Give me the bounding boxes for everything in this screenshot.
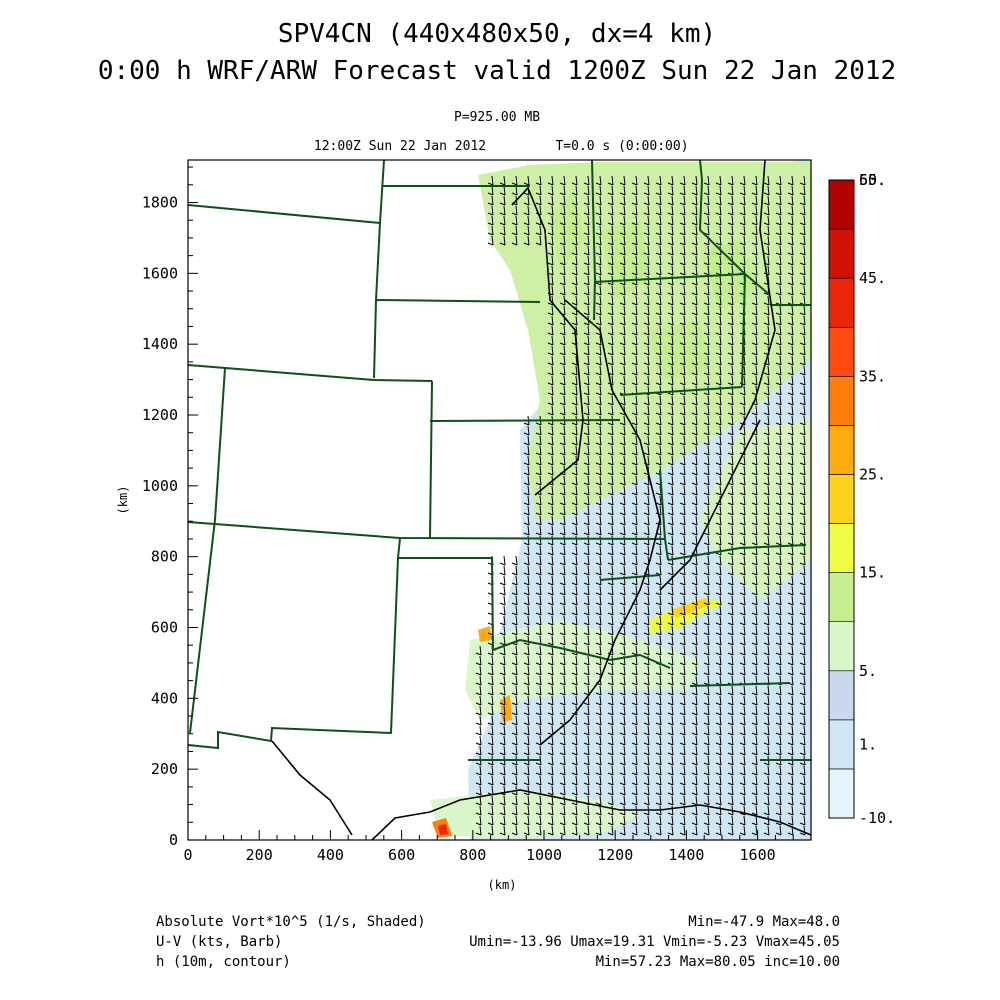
x-axis-label: (km)	[488, 878, 517, 892]
boundary-line	[659, 469, 669, 561]
colorbar-label: 45.	[859, 269, 886, 287]
vorticity-lightgreen-region-south	[465, 620, 700, 720]
colorbar-label: 1.	[859, 735, 877, 753]
y-tick-label: 1000	[142, 477, 178, 495]
boundary-line	[591, 160, 597, 321]
footer-stats-3: Min=57.23 Max=80.05 inc=10.00	[596, 954, 840, 970]
boundary-line	[619, 386, 743, 396]
boundary-line	[375, 299, 541, 303]
footer-field-1: Absolute Vort*10^5 (1/s, Shaded)	[156, 914, 426, 930]
colorbar-swatch	[828, 670, 855, 721]
colorbar-swatch	[828, 621, 855, 672]
y-tick-label: 0	[169, 831, 178, 849]
colorbar-swatch	[828, 376, 855, 426]
x-tick-label: 1600	[740, 846, 776, 864]
ohio-river	[659, 419, 761, 591]
y-tick-label: 800	[151, 548, 178, 566]
boundary-line	[698, 160, 746, 275]
colorbar-swatch	[828, 228, 855, 279]
boundary-line	[188, 557, 399, 750]
footer-stats-2: Umin=-13.96 Umax=19.31 Vmin=-5.23 Vmax=4…	[469, 934, 840, 950]
y-tick-label: 400	[151, 689, 178, 707]
x-tick-label: 600	[388, 846, 415, 864]
colorbar-swatch	[828, 719, 855, 770]
colorbar-swatch	[828, 523, 855, 573]
x-tick-label: 1400	[668, 846, 704, 864]
x-tick-label: 1000	[526, 846, 562, 864]
colorbar-swatch	[828, 572, 855, 622]
x-tick-label: 400	[317, 846, 344, 864]
x-tick-label: 800	[459, 846, 486, 864]
boundary-line	[429, 380, 433, 539]
colorbar-swatch	[828, 425, 855, 475]
axes: 0 200 400 600 800 1000 1200 1400 1600 0 200 400 600 8…	[142, 166, 794, 864]
footer-left: Absolute Vort*10^5 (1/s, Shaded) U-V (kt…	[156, 914, 426, 970]
y-tick-label: 1600	[142, 264, 178, 282]
colorbar-swatch	[828, 179, 855, 230]
missouri-river	[511, 186, 584, 496]
colorbar-label: -10.	[859, 809, 895, 827]
barb-field	[475, 175, 806, 836]
y-tick-label: 600	[151, 619, 178, 637]
boundary-line	[188, 364, 433, 382]
boundary-line	[396, 537, 494, 651]
colorbar-frame	[828, 179, 855, 819]
mississippi-river	[539, 299, 661, 746]
colorbar: -10. 1. 5. 15. 25. 35. 45. 55.60.	[828, 171, 895, 827]
colorbar-swatch	[828, 474, 855, 524]
vorticity-orange-patch-1	[478, 626, 492, 642]
y-tick-label: 1200	[142, 406, 178, 424]
boundary-line	[429, 419, 621, 422]
boundary-line	[379, 160, 385, 224]
boundary-line	[189, 519, 216, 734]
colorbar-swatch	[828, 277, 855, 328]
valid-time: 12:00Z Sun 22 Jan 2012	[314, 139, 486, 154]
y-tick-label: 1800	[142, 194, 178, 212]
pressure-level: P=925.00 MB	[454, 110, 540, 125]
x-tick-label: 1200	[597, 846, 633, 864]
x-tick-label: 200	[246, 846, 273, 864]
vorticity-lightgreen-region-east	[700, 420, 811, 600]
boundary-line	[492, 638, 671, 669]
y-tick-label: 200	[151, 760, 178, 778]
colorbar-label: 35.	[859, 367, 886, 385]
rio-grande	[271, 740, 353, 836]
model-time: T=0.0 s (0:00:00)	[555, 139, 688, 154]
plot-area	[188, 160, 811, 840]
east-river	[739, 160, 776, 431]
gulf-coastline	[371, 789, 811, 840]
colorbar-label: 55.	[859, 171, 886, 189]
boundary-line	[599, 574, 661, 581]
vorticity-green-streak-4	[650, 320, 710, 380]
colorbar-label: 15.	[859, 564, 886, 582]
vorticity-shading	[430, 160, 811, 840]
vorticity-lightgreen-region-coast	[430, 790, 640, 838]
colorbar-label: 5.	[859, 662, 877, 680]
colorbar-label: 60.	[859, 171, 886, 189]
footer-field-2: U-V (kts, Barb)	[156, 934, 282, 950]
footer-stats-1: Min=-47.9 Max=48.0	[688, 914, 840, 930]
colorbar-swatch	[828, 768, 855, 819]
vorticity-red-patch	[438, 824, 448, 835]
colorbar-label: 25.	[859, 465, 886, 483]
vorticity-yellow-band	[648, 598, 725, 634]
title-line-2: 0:00 h WRF/ARW Forecast valid 1200Z Sun …	[98, 56, 896, 86]
footer-field-3: h (10m, contour)	[156, 954, 291, 970]
boundary-line	[188, 204, 381, 224]
y-axis-label: (km)	[116, 486, 130, 515]
footer-right: Min=-47.9 Max=48.0 Umin=-13.96 Umax=19.3…	[469, 914, 840, 970]
y-tick-label: 1400	[142, 335, 178, 353]
boundary-line	[214, 367, 226, 521]
title-line-1: SPV4CN (440x480x50, dx=4 km)	[278, 19, 716, 49]
state-boundaries	[188, 160, 811, 761]
x-tick-label: 0	[183, 846, 192, 864]
rivers-and-coastline	[271, 160, 811, 840]
wind-barbs	[475, 175, 806, 836]
vorticity-orange-patch-2	[500, 695, 512, 722]
boundary-line	[741, 273, 746, 388]
colorbar-swatch	[828, 326, 855, 377]
plot-frame	[187, 159, 812, 841]
boundary-line	[689, 682, 791, 687]
